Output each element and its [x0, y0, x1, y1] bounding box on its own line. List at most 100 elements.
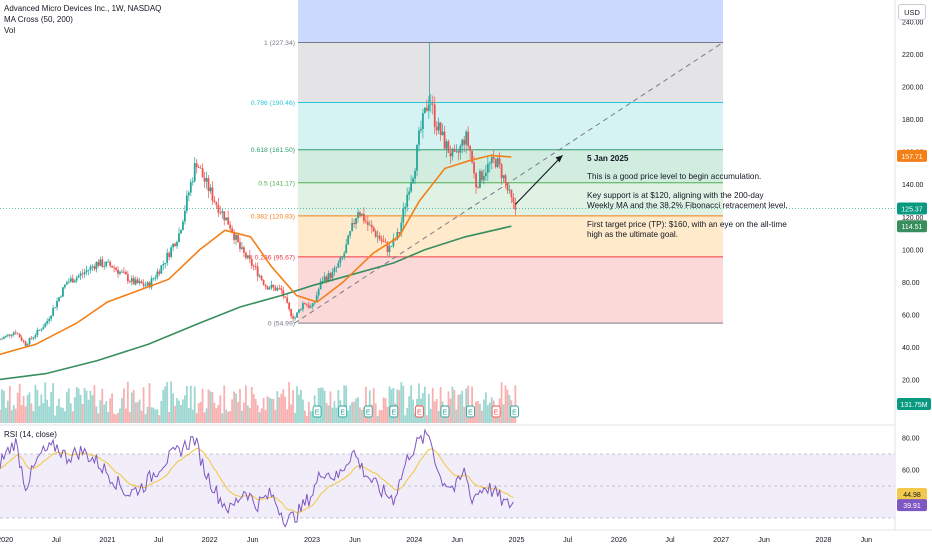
- candle-body: [300, 309, 302, 311]
- volume-bar: [425, 415, 428, 423]
- volume-bar: [142, 387, 145, 423]
- candle-body: [384, 241, 387, 243]
- candle-body: [471, 150, 473, 163]
- volume-bar: [172, 393, 174, 423]
- volume-bar: [187, 407, 190, 423]
- candle-body: [54, 307, 56, 309]
- rsi-badge-bg: [897, 499, 927, 512]
- candle-body: [416, 144, 418, 171]
- candle-body: [433, 104, 436, 127]
- volume-bar: [319, 387, 322, 423]
- volume-bar: [121, 398, 123, 423]
- volume-bar: [117, 412, 119, 423]
- candle-body: [103, 266, 106, 267]
- candle-body: [473, 162, 475, 174]
- candle-body: [193, 163, 196, 182]
- volume-bar: [288, 381, 291, 423]
- candle-body: [99, 259, 102, 266]
- volume-bar: [12, 404, 15, 423]
- volume-bar: [364, 386, 367, 423]
- volume-bar: [205, 408, 208, 423]
- volume-bar: [16, 392, 19, 423]
- volume-indicator-label[interactable]: Vol: [4, 26, 16, 35]
- candle-body: [368, 224, 371, 226]
- volume-bar: [423, 386, 426, 423]
- volume-bar: [402, 385, 405, 423]
- candle-body: [482, 176, 485, 181]
- candle-body: [182, 221, 184, 230]
- volume-bar: [349, 405, 352, 423]
- candle-body: [219, 212, 222, 214]
- volume-bar: [65, 392, 68, 423]
- candle-body: [164, 262, 167, 265]
- candle-body: [359, 212, 361, 216]
- candle-body: [48, 319, 51, 322]
- volume-bar: [191, 409, 194, 423]
- candle-body: [243, 247, 245, 253]
- rsi-indicator-label[interactable]: RSI (14, close): [4, 430, 57, 439]
- candle-body: [296, 312, 298, 318]
- volume-bar: [459, 394, 462, 423]
- ma50-line: [0, 154, 512, 356]
- candle-body: [423, 107, 426, 114]
- volume-bar: [115, 414, 117, 423]
- volume-bar: [97, 413, 100, 423]
- candle-body: [246, 255, 249, 258]
- volume-bar: [62, 408, 64, 423]
- candle-body: [315, 295, 318, 302]
- volume-bar: [378, 410, 381, 423]
- candle-body: [455, 151, 458, 153]
- time-axis-tick: 2024: [406, 535, 422, 544]
- candle-body: [307, 305, 310, 308]
- candle-body: [484, 172, 487, 177]
- volume-bar: [180, 405, 182, 423]
- candle-body: [233, 232, 235, 240]
- volume-bar: [64, 411, 66, 423]
- earnings-marker: [312, 405, 322, 418]
- candle-body: [178, 233, 180, 242]
- ma200-price-badge-bg: [897, 220, 927, 233]
- candle-body: [363, 213, 365, 222]
- volume-bar: [488, 402, 491, 423]
- volume-bar: [132, 390, 135, 423]
- volume-bar: [164, 386, 167, 423]
- volume-bar: [36, 390, 39, 423]
- candle-body: [435, 126, 438, 131]
- volume-bar: [50, 392, 53, 423]
- ma-indicator-label[interactable]: MA Cross (50, 200): [4, 15, 73, 24]
- candle-body: [65, 282, 68, 285]
- candle-body: [479, 171, 481, 188]
- volume-bar: [302, 399, 304, 423]
- volume-bar: [79, 394, 82, 423]
- candle-body: [152, 278, 155, 280]
- candle-body: [272, 284, 275, 288]
- volume-bar: [386, 406, 389, 423]
- volume-bar: [278, 397, 281, 423]
- candle-body: [44, 323, 47, 328]
- candle-body: [398, 232, 401, 234]
- volume-bar: [258, 412, 261, 423]
- candle-body: [492, 157, 495, 160]
- candle-body: [408, 191, 411, 195]
- candle-body: [1, 338, 3, 340]
- candle-body: [337, 263, 340, 268]
- volume-bar: [317, 388, 320, 423]
- time-axis-tick: Jul: [52, 535, 62, 544]
- candle-body: [376, 235, 379, 237]
- volume-bar: [8, 385, 11, 423]
- candle-body: [449, 152, 452, 157]
- moving-averages: [0, 154, 512, 381]
- volume-bar: [229, 410, 232, 423]
- candle-body: [343, 253, 346, 258]
- volume-bar: [250, 387, 253, 423]
- volume-bar: [75, 387, 78, 423]
- volume-bar: [140, 410, 143, 423]
- volume-bar: [351, 402, 353, 423]
- candle-body: [402, 208, 405, 223]
- volume-bar: [429, 408, 432, 423]
- candle-body: [119, 271, 121, 274]
- candle-body: [56, 300, 58, 308]
- currency-button[interactable]: USD: [898, 4, 926, 20]
- annotation-line2: Key support is at $120, aligning with th…: [587, 191, 788, 210]
